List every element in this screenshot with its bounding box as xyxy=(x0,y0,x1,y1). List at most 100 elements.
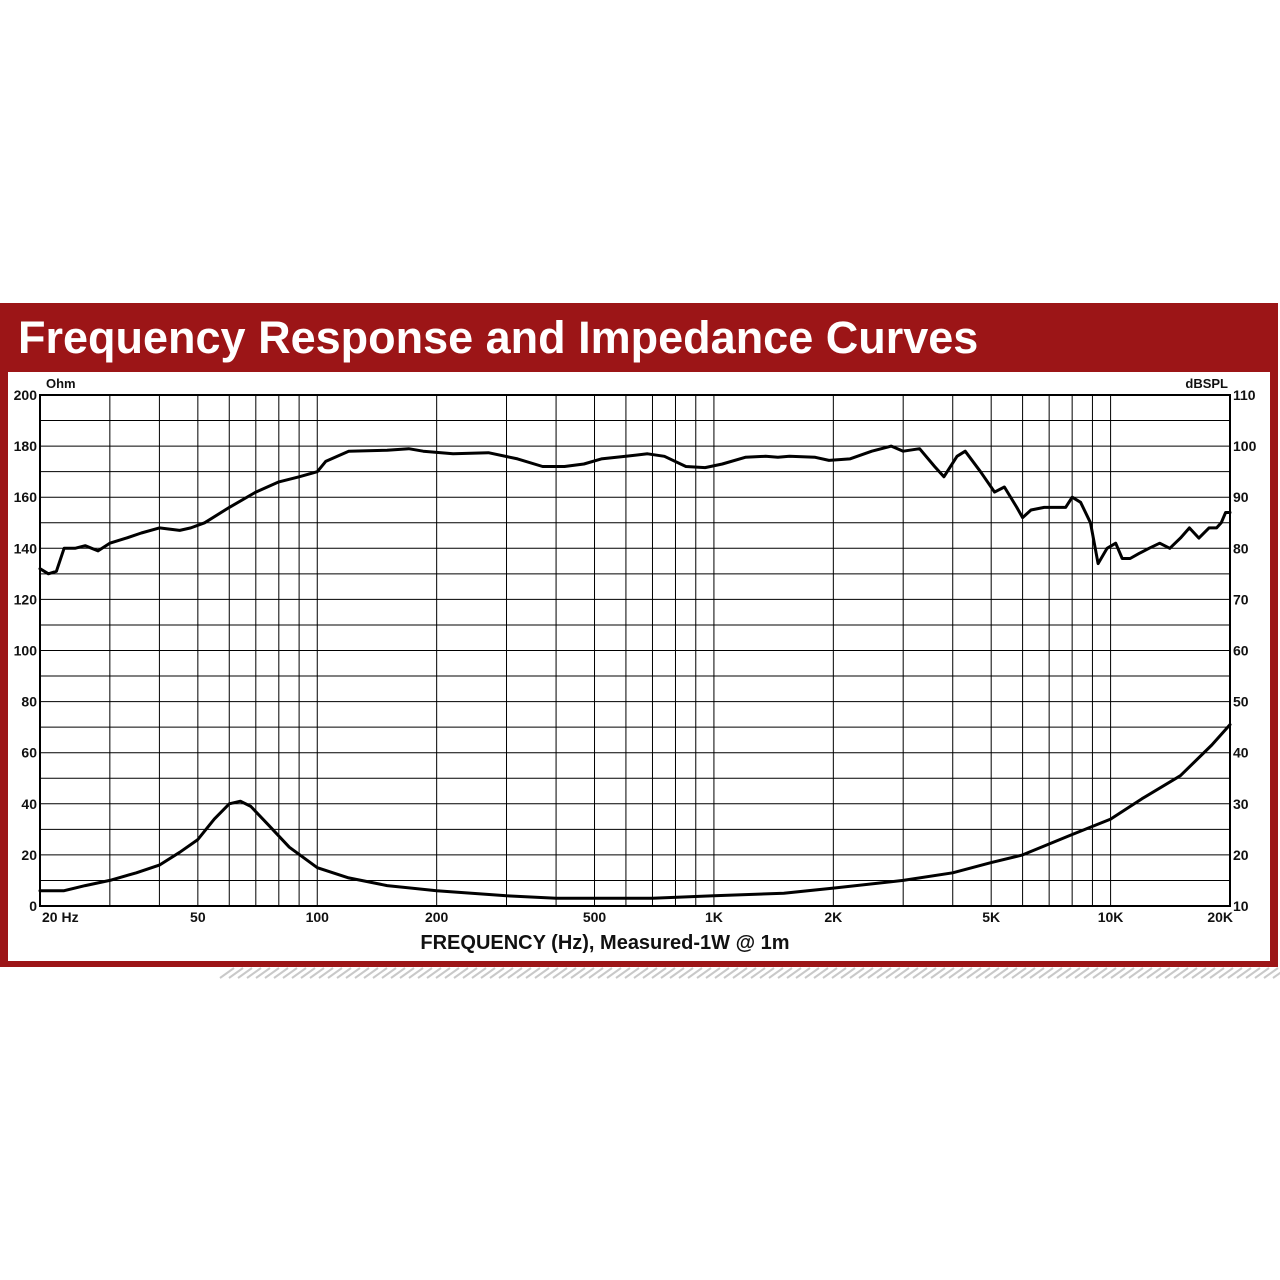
stripe xyxy=(669,967,685,979)
y-right-tick-label: 110 xyxy=(1233,387,1256,403)
stripe xyxy=(795,967,811,979)
stripe xyxy=(912,967,928,979)
stripe xyxy=(534,967,550,979)
x-tick-label: 2K xyxy=(824,909,842,925)
stripe xyxy=(1110,967,1126,979)
stripe xyxy=(1119,967,1135,979)
stripe xyxy=(1164,967,1180,979)
stripe xyxy=(372,967,388,979)
stripe xyxy=(1083,967,1099,979)
stripe xyxy=(543,967,559,979)
stripe xyxy=(714,967,730,979)
right-axis-unit: dBSPL xyxy=(1185,376,1228,391)
stripe xyxy=(975,967,991,979)
stripe xyxy=(651,967,667,979)
stripe xyxy=(219,967,235,979)
stripe xyxy=(615,967,631,979)
stripe xyxy=(390,967,406,979)
stripe xyxy=(1263,967,1279,979)
stripe xyxy=(1245,967,1261,979)
y-right-tick-label: 10 xyxy=(1233,898,1249,914)
stripe xyxy=(741,967,757,979)
y-left-tick-label: 200 xyxy=(14,387,38,403)
stripe xyxy=(966,967,982,979)
x-tick-label: 5K xyxy=(982,909,1000,925)
y-right-tick-label: 50 xyxy=(1233,694,1249,710)
stripe xyxy=(507,967,523,979)
x-tick-label: 50 xyxy=(190,909,206,925)
stripe xyxy=(354,967,370,979)
y-right-tick-label: 90 xyxy=(1233,489,1249,505)
stripe xyxy=(885,967,901,979)
stripe xyxy=(552,967,568,979)
spl-curve xyxy=(38,444,1232,576)
left-axis-unit: Ohm xyxy=(46,376,76,391)
stripe xyxy=(696,967,712,979)
grid xyxy=(40,395,1230,906)
y-left-tick-label: 160 xyxy=(14,489,38,505)
stripe xyxy=(1191,967,1207,979)
stripe xyxy=(840,967,856,979)
stripe xyxy=(1020,967,1036,979)
stripe xyxy=(1236,967,1252,979)
stripe xyxy=(282,967,298,979)
stripe xyxy=(642,967,658,979)
stripe xyxy=(723,967,739,979)
stripe xyxy=(1155,967,1171,979)
stripe xyxy=(606,967,622,979)
stripe xyxy=(318,967,334,979)
stripe xyxy=(759,967,775,979)
stripe xyxy=(345,967,361,979)
stripe xyxy=(1128,967,1144,979)
x-tick-label: 1K xyxy=(705,909,723,925)
stripe xyxy=(1056,967,1072,979)
y-left-tick-label: 180 xyxy=(14,438,38,454)
stripe xyxy=(1227,967,1243,979)
stripe xyxy=(1209,967,1225,979)
stripe xyxy=(804,967,820,979)
stripe xyxy=(426,967,442,979)
stripe xyxy=(363,967,379,979)
stripe xyxy=(678,967,694,979)
stripe xyxy=(921,967,937,979)
stripe xyxy=(993,967,1009,979)
y-right-tick-label: 20 xyxy=(1233,847,1249,863)
stripe xyxy=(831,967,847,979)
stripe xyxy=(273,967,289,979)
stripe xyxy=(255,967,271,979)
stripe xyxy=(1065,967,1081,979)
y-right-tick-label: 40 xyxy=(1233,745,1249,761)
stripe xyxy=(984,967,1000,979)
stripe xyxy=(957,967,973,979)
stripe xyxy=(903,967,919,979)
x-tick-label: 10K xyxy=(1098,909,1124,925)
y-left-tick-label: 80 xyxy=(21,694,37,710)
stripe xyxy=(588,967,604,979)
stripe xyxy=(1011,967,1027,979)
stripe xyxy=(237,967,253,979)
stripe xyxy=(264,967,280,979)
stripe xyxy=(786,967,802,979)
stripe xyxy=(1101,967,1117,979)
stripe xyxy=(1272,971,1280,979)
stripe xyxy=(687,967,703,979)
stripe xyxy=(777,967,793,979)
stripe xyxy=(381,967,397,979)
stripe xyxy=(291,967,307,979)
stripe xyxy=(525,967,541,979)
stripe xyxy=(516,967,532,979)
x-tick-label: 20 Hz xyxy=(42,909,79,925)
stripe xyxy=(660,967,676,979)
stripe xyxy=(1137,967,1153,979)
stripe xyxy=(849,967,865,979)
stripe xyxy=(480,967,496,979)
stripe xyxy=(1029,967,1045,979)
stripe xyxy=(579,967,595,979)
stripe xyxy=(453,967,469,979)
stripe xyxy=(822,967,838,979)
x-axis-title: FREQUENCY (Hz), Measured-1W @ 1m xyxy=(420,932,789,954)
y-right-tick-label: 30 xyxy=(1233,796,1249,812)
stripe xyxy=(876,967,892,979)
label-layer: 20 Hz 50 100 200 500 1K 2K 5K 10K 20K 0 20 40 60 80 100… xyxy=(14,387,1257,925)
stripe xyxy=(300,967,316,979)
